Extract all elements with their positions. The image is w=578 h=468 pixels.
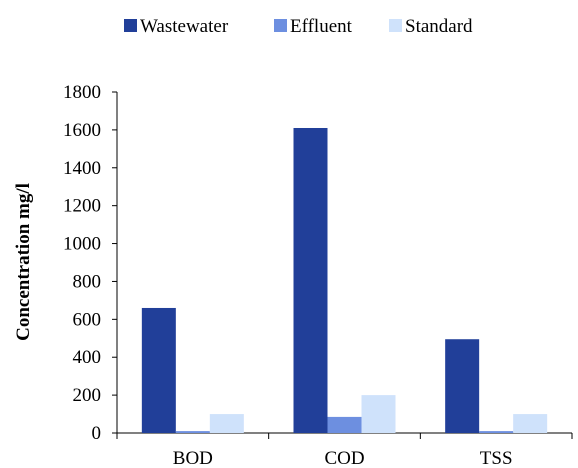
- legend-label: Effluent: [290, 16, 353, 37]
- legend-item-wastewater: Wastewater: [124, 16, 229, 37]
- y-axis: 0 200 400 600 800 1000 1200 1400 1600 1800: [63, 82, 118, 444]
- y-tick-label: 1400: [63, 158, 101, 179]
- bar-standard-tss: [513, 414, 548, 433]
- y-tick-label: 400: [73, 347, 102, 368]
- y-tick-label: 800: [73, 271, 102, 292]
- bar-effluent-cod: [327, 416, 362, 433]
- bar-standard-cod: [361, 395, 396, 433]
- y-tick-label: 1200: [63, 196, 101, 217]
- legend-label: Wastewater: [140, 16, 229, 37]
- bars: [141, 127, 548, 433]
- y-tick-label: 600: [73, 309, 102, 330]
- y-tick-label: 1000: [63, 234, 101, 255]
- legend-item-effluent: Effluent: [274, 16, 353, 37]
- legend-label: Standard: [405, 16, 473, 37]
- bar-standard-bod: [209, 414, 244, 433]
- legend-item-standard: Standard: [389, 16, 473, 37]
- legend: Wastewater Effluent Standard: [124, 16, 473, 37]
- bar-effluent-tss: [479, 431, 514, 433]
- bar-wastewater-tss: [445, 339, 480, 433]
- x-tick-label: BOD: [173, 448, 213, 468]
- legend-swatch: [389, 19, 402, 32]
- y-tick-label: 1600: [63, 120, 101, 141]
- bar-wastewater-cod: [293, 127, 328, 433]
- x-tick-label: COD: [324, 448, 364, 468]
- legend-swatch: [274, 19, 287, 32]
- legend-swatch: [124, 19, 137, 32]
- x-axis: BOD COD TSS: [116, 432, 573, 468]
- bar-wastewater-bod: [141, 307, 176, 433]
- y-tick-label: 1800: [63, 82, 101, 103]
- bar-effluent-bod: [175, 431, 210, 433]
- y-tick-label: 0: [92, 423, 102, 444]
- y-axis-title: Concentration mg/l: [13, 183, 34, 341]
- x-tick-label: TSS: [480, 448, 513, 468]
- y-tick-label: 200: [73, 385, 102, 406]
